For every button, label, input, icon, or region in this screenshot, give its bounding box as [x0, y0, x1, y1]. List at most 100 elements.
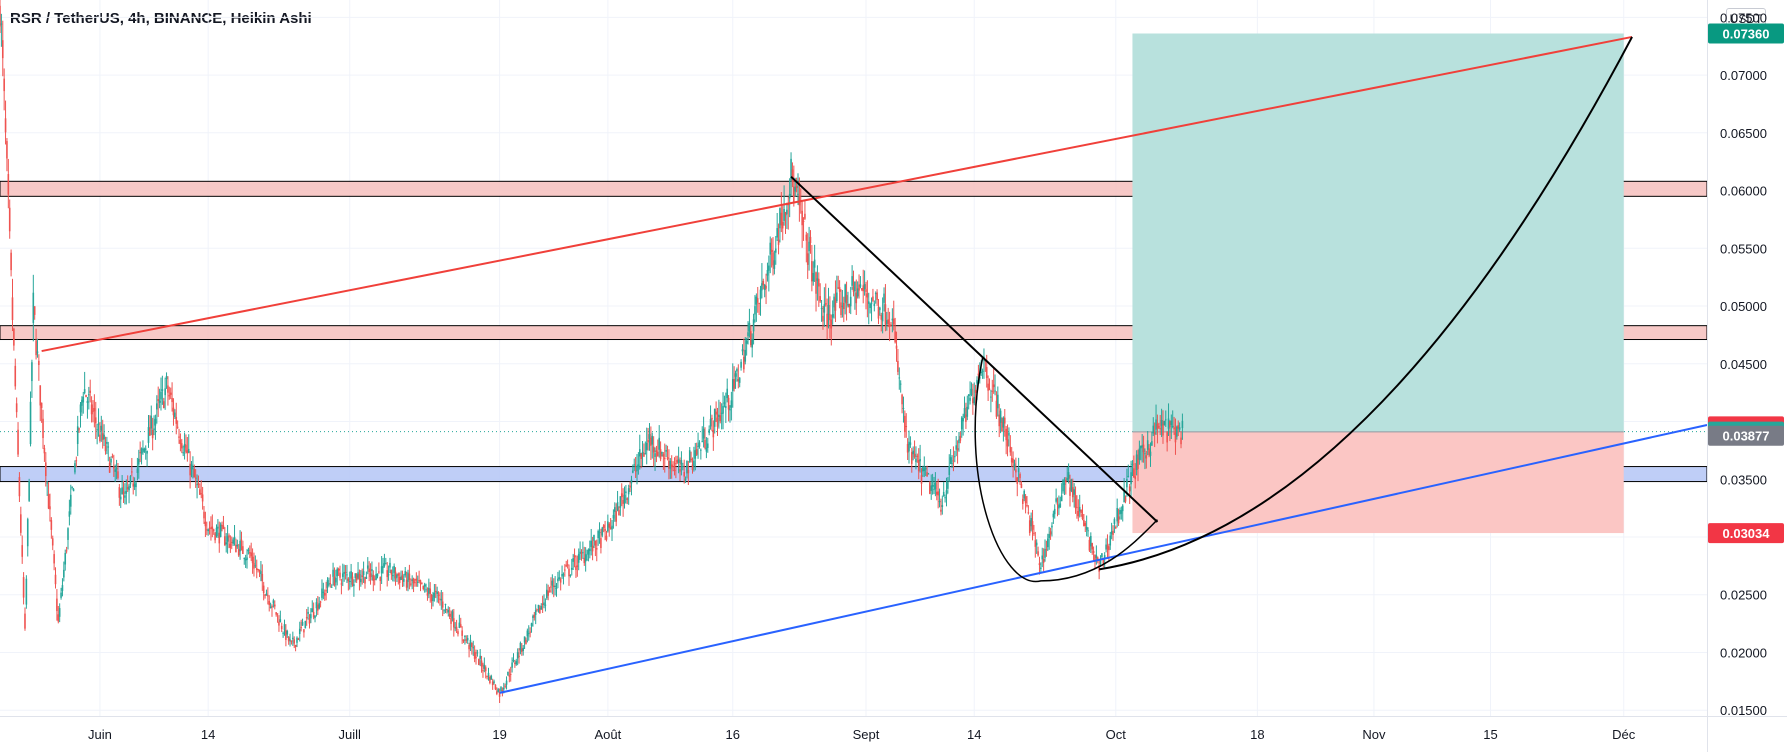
- stop-price-badge: [1708, 523, 1784, 544]
- candle-body: [965, 414, 967, 422]
- candle-body: [575, 566, 577, 571]
- candle-body: [838, 287, 841, 292]
- candle-body: [439, 598, 441, 600]
- candle-body: [1078, 506, 1081, 512]
- candle-body: [454, 627, 456, 629]
- candle-body: [22, 577, 25, 598]
- candle-body: [908, 441, 910, 452]
- candle-body: [491, 681, 494, 686]
- candle-body: [916, 455, 919, 457]
- candle-body: [909, 442, 912, 445]
- candle-body: [1160, 419, 1163, 426]
- candle-body: [200, 493, 203, 495]
- candle-body: [924, 467, 927, 470]
- candle-body: [877, 306, 880, 319]
- candle-body: [786, 209, 788, 215]
- candle-body: [788, 193, 791, 199]
- candle-body: [1034, 540, 1037, 547]
- candle-body: [411, 579, 413, 581]
- candle-body: [1056, 503, 1059, 505]
- candle-body: [551, 580, 554, 586]
- long-position-tool[interactable]: [1132, 33, 1624, 534]
- candle-body: [287, 637, 290, 642]
- candle-body: [836, 292, 838, 301]
- candle-body: [117, 471, 119, 479]
- candle-body: [537, 604, 540, 608]
- candle-body: [672, 466, 674, 468]
- candle-body: [271, 606, 273, 608]
- candle-body: [940, 509, 942, 512]
- candle-body: [1040, 567, 1042, 570]
- candle-body: [394, 571, 397, 579]
- candle-body: [557, 578, 559, 582]
- candle-body: [726, 388, 729, 399]
- candle-body: [311, 608, 314, 613]
- candle-body: [477, 659, 480, 666]
- candle-body: [815, 272, 817, 294]
- candle-body: [453, 618, 455, 628]
- candle-body: [1178, 427, 1181, 430]
- candle-body: [0, 23, 3, 25]
- candle-body: [725, 406, 727, 408]
- candle-body: [886, 320, 888, 325]
- candle-body: [450, 617, 452, 624]
- candle-body: [217, 526, 219, 529]
- candle-body: [1110, 531, 1113, 535]
- candle-body: [533, 614, 536, 618]
- candle-body: [906, 443, 909, 453]
- candle-body: [181, 443, 183, 449]
- candle-body: [218, 532, 221, 544]
- candle-body: [15, 403, 18, 413]
- candle-body: [870, 303, 873, 305]
- x-tick-label: Nov: [1362, 727, 1386, 742]
- candle-body: [747, 332, 749, 337]
- candle-body: [540, 605, 543, 610]
- candle-body: [777, 239, 780, 245]
- candle-body: [143, 448, 146, 452]
- candle-body: [1074, 495, 1077, 509]
- candle-body: [88, 394, 90, 396]
- candle-body: [651, 435, 654, 445]
- candle-body: [501, 690, 504, 692]
- y-tick-label: 0.03500: [1720, 472, 1767, 487]
- candle-body: [514, 662, 516, 664]
- candle-body: [142, 448, 144, 450]
- candle-body: [657, 451, 659, 457]
- y-axis-ticks: 0.07500 0.07000 0.06500 0.06000 0.05500 0.050…: [1720, 10, 1767, 718]
- candle-body: [121, 487, 123, 495]
- candle-body: [240, 539, 243, 541]
- candle-body: [317, 604, 319, 611]
- candle-body: [708, 429, 710, 434]
- candle-body: [704, 439, 706, 448]
- trendlines[interactable]: [41, 35, 1708, 694]
- candle-body: [269, 606, 272, 609]
- red-trendline: [41, 35, 1633, 353]
- candle-body: [641, 451, 644, 455]
- candle-body: [768, 265, 770, 271]
- candle-body: [612, 514, 615, 519]
- candle-body: [949, 457, 952, 465]
- candle-body: [375, 573, 377, 580]
- candle-body: [1030, 518, 1032, 527]
- candle-body: [863, 284, 866, 290]
- candle-body: [1176, 426, 1178, 437]
- candle-body: [837, 287, 840, 289]
- candle-body: [280, 625, 283, 630]
- candle-body: [168, 395, 171, 397]
- candle-body: [904, 415, 906, 433]
- candle-body: [679, 469, 681, 472]
- candle-body: [1015, 469, 1017, 473]
- candle-body: [498, 692, 501, 697]
- candle-body: [282, 632, 284, 634]
- candle-body: [57, 614, 60, 622]
- candle-body: [489, 676, 491, 684]
- candle-body: [829, 314, 831, 321]
- candle-body: [459, 624, 462, 628]
- candle-body: [228, 535, 230, 538]
- candle-body: [444, 603, 447, 605]
- candle-body: [718, 414, 720, 418]
- candle-body: [3, 78, 5, 92]
- candle-body: [161, 389, 164, 391]
- candle-body: [414, 582, 416, 584]
